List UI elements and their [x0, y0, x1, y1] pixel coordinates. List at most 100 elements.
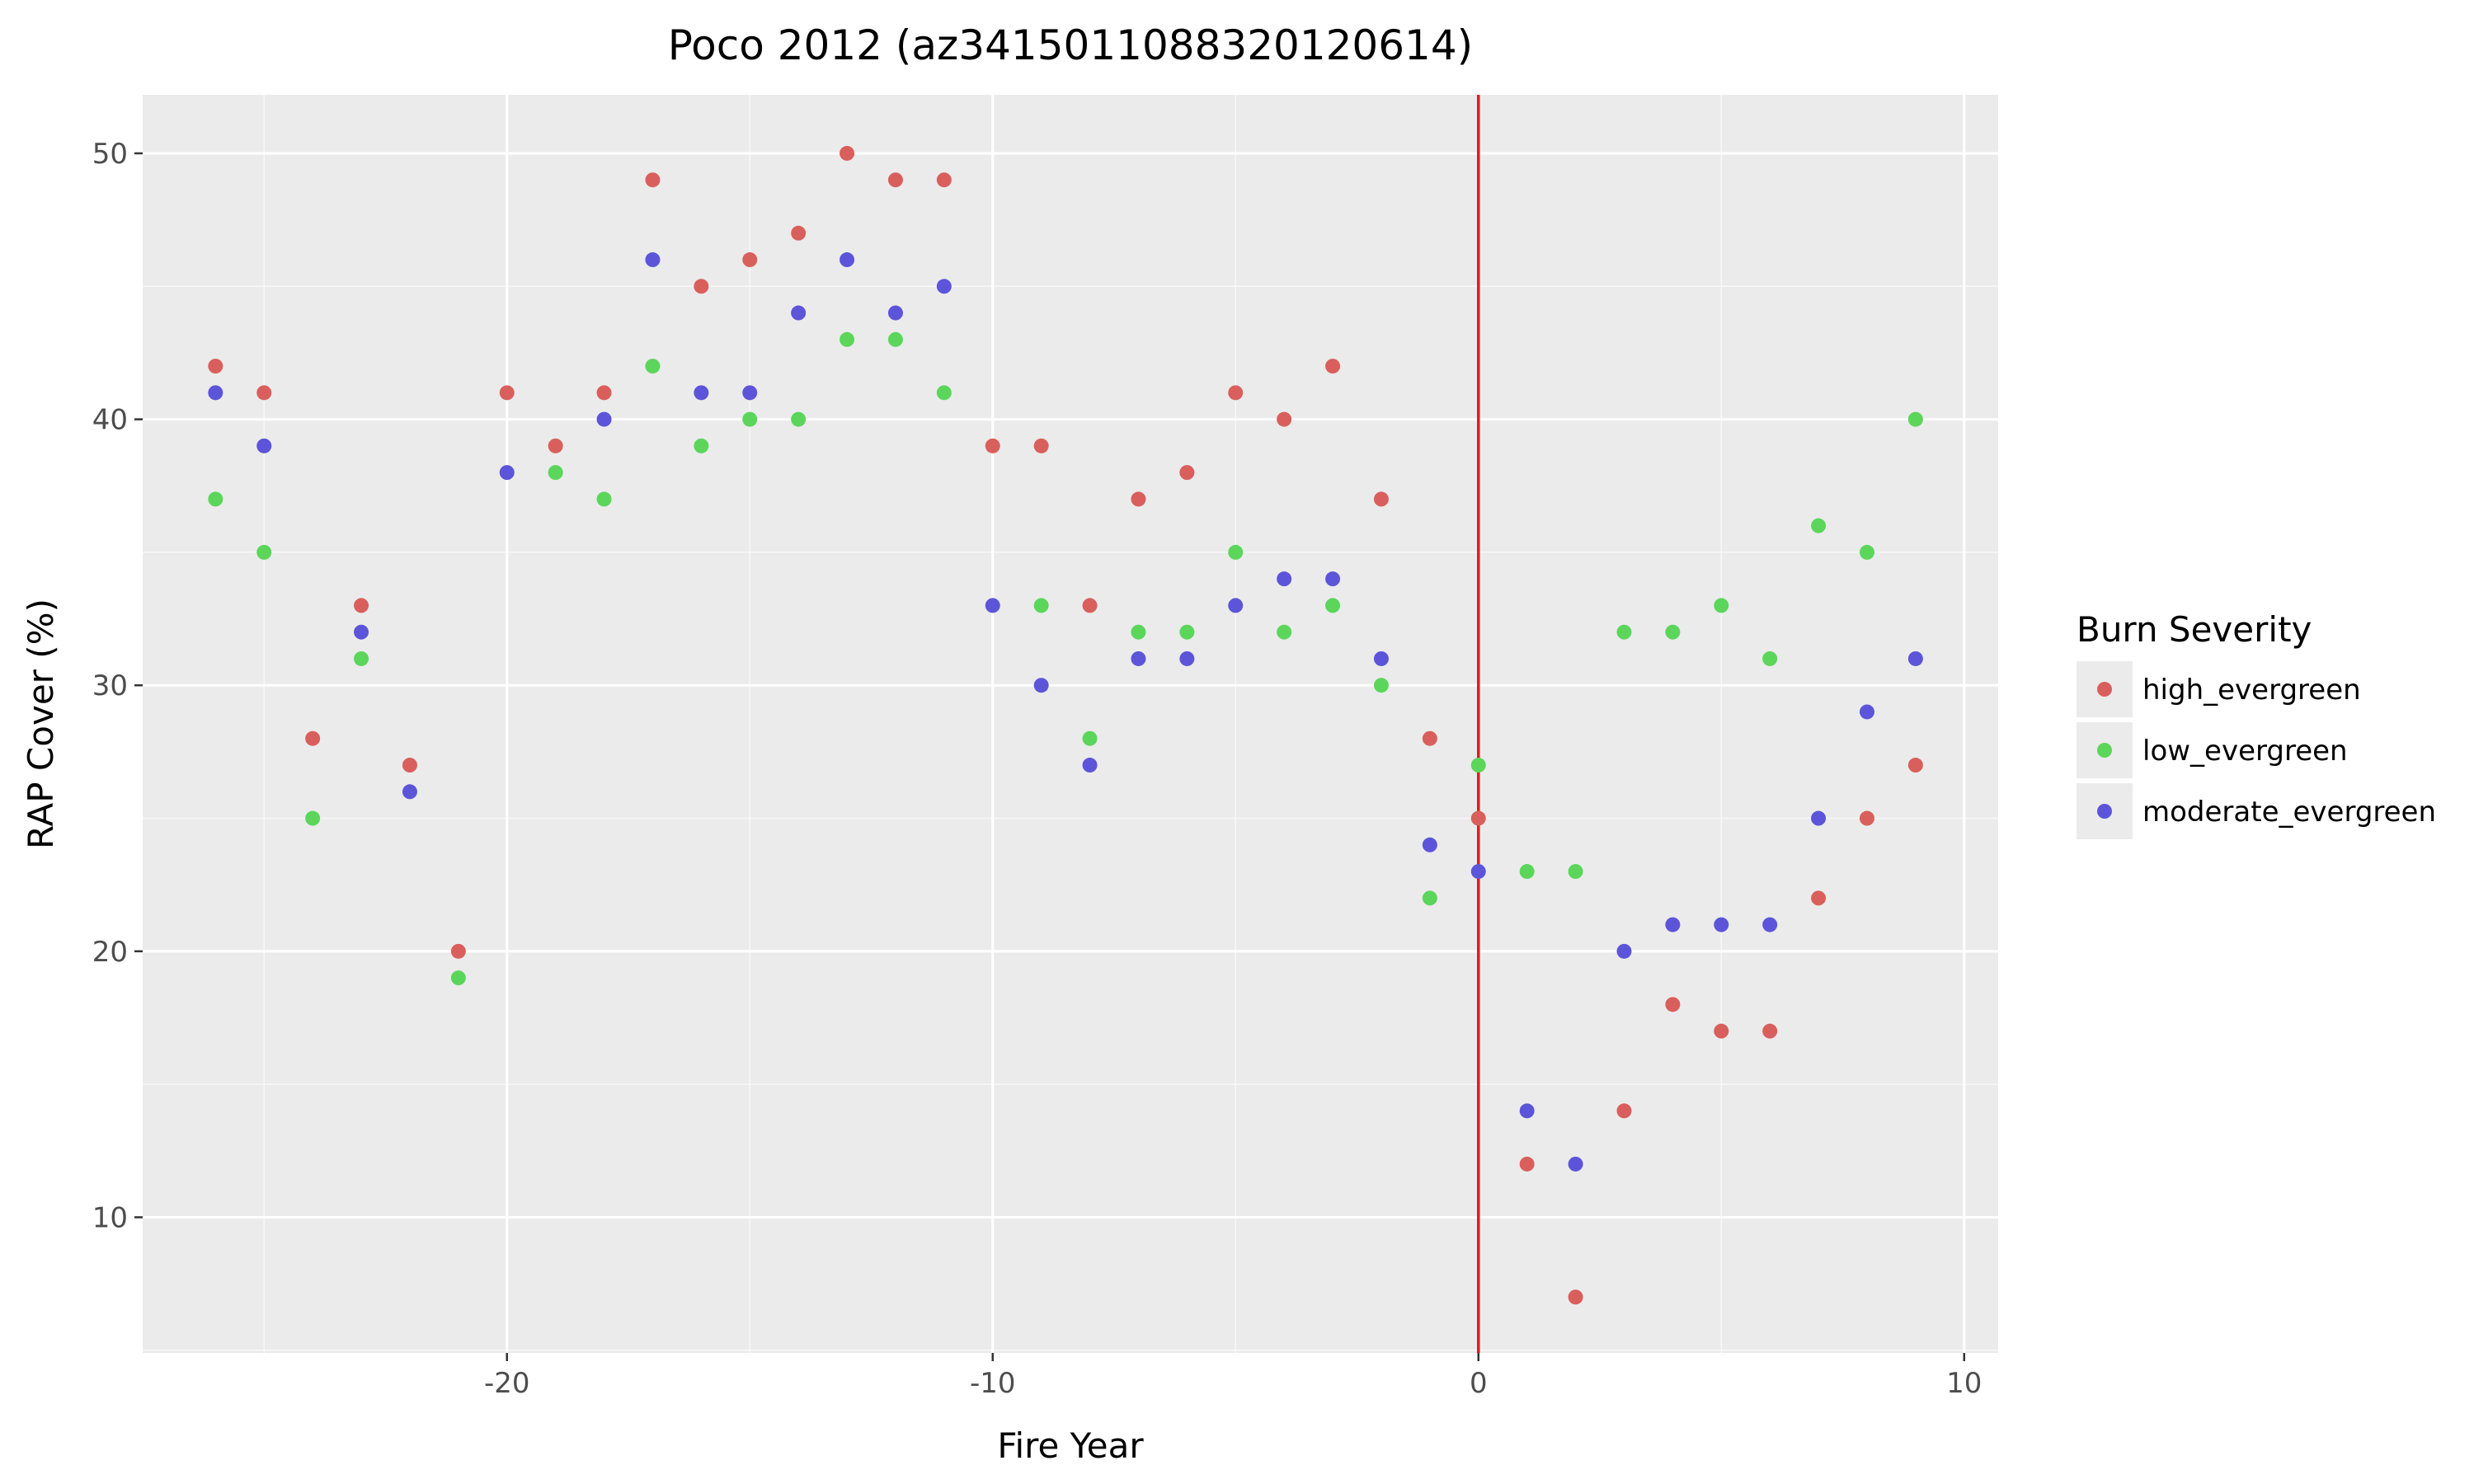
- data-point-low_evergreen: [1373, 678, 1389, 693]
- data-point-low_evergreen: [1033, 598, 1049, 613]
- legend-key-low_evergreen: [2097, 743, 2112, 758]
- y-axis-title: RAP Cover (%): [21, 599, 61, 849]
- data-point-high_evergreen: [840, 145, 855, 161]
- axis-ticks: -20 -10 0 10 10 20 30 40 50: [92, 138, 1982, 1400]
- data-point-high_evergreen: [1131, 491, 1146, 507]
- data-point-high_evergreen: [694, 279, 709, 294]
- data-point-moderate_evergreen: [596, 411, 612, 427]
- data-point-low_evergreen: [1131, 624, 1146, 640]
- data-point-high_evergreen: [645, 172, 661, 188]
- data-point-high_evergreen: [742, 252, 758, 268]
- data-point-high_evergreen: [1519, 1156, 1535, 1172]
- data-point-moderate_evergreen: [1277, 571, 1292, 587]
- data-point-moderate_evergreen: [694, 385, 709, 401]
- legend-title: Burn Severity: [2077, 609, 2312, 650]
- data-point-high_evergreen: [1762, 1023, 1778, 1039]
- data-point-high_evergreen: [1228, 385, 1244, 401]
- data-point-low_evergreen: [1811, 518, 1827, 533]
- data-point-high_evergreen: [1714, 1023, 1729, 1039]
- data-point-moderate_evergreen: [499, 465, 515, 481]
- data-point-low_evergreen: [1325, 598, 1341, 613]
- data-point-high_evergreen: [596, 385, 612, 401]
- data-point-low_evergreen: [548, 465, 563, 481]
- data-point-low_evergreen: [256, 544, 272, 560]
- data-point-moderate_evergreen: [1519, 1103, 1535, 1119]
- data-point-moderate_evergreen: [1568, 1156, 1583, 1172]
- x-axis-title: Fire Year: [997, 1425, 1144, 1466]
- data-point-low_evergreen: [1714, 598, 1729, 613]
- x-tick-label: 10: [1946, 1367, 1982, 1400]
- data-point-low_evergreen: [1422, 890, 1437, 906]
- data-point-high_evergreen: [936, 172, 952, 188]
- x-tick-label: -20: [484, 1367, 530, 1400]
- y-tick-label: 10: [92, 1201, 128, 1234]
- data-point-high_evergreen: [1033, 438, 1049, 453]
- data-point-moderate_evergreen: [936, 279, 952, 294]
- data-point-moderate_evergreen: [1907, 650, 1923, 666]
- data-point-moderate_evergreen: [1811, 810, 1827, 826]
- y-tick-label: 30: [92, 669, 128, 702]
- data-point-moderate_evergreen: [887, 305, 903, 321]
- data-point-low_evergreen: [791, 411, 807, 427]
- data-point-moderate_evergreen: [791, 305, 807, 321]
- y-tick-label: 50: [92, 138, 128, 171]
- chart-title: Poco 2012 (az3415011088320120614): [668, 21, 1473, 69]
- data-point-low_evergreen: [1616, 624, 1632, 640]
- data-point-low_evergreen: [1179, 624, 1195, 640]
- data-point-moderate_evergreen: [1470, 864, 1486, 880]
- data-points: [208, 145, 1923, 1305]
- data-point-low_evergreen: [742, 411, 758, 427]
- data-point-low_evergreen: [208, 491, 223, 507]
- data-point-high_evergreen: [1665, 997, 1681, 1012]
- data-point-high_evergreen: [499, 385, 515, 401]
- data-point-high_evergreen: [1373, 491, 1389, 507]
- data-point-low_evergreen: [354, 650, 369, 666]
- data-point-moderate_evergreen: [208, 385, 223, 401]
- data-point-moderate_evergreen: [1422, 837, 1437, 852]
- data-point-high_evergreen: [354, 598, 369, 613]
- data-point-high_evergreen: [208, 359, 223, 374]
- data-point-high_evergreen: [1616, 1103, 1632, 1119]
- data-point-moderate_evergreen: [1762, 917, 1778, 932]
- legend: Burn Severity high_evergreen low_evergree…: [2077, 609, 2436, 839]
- data-point-moderate_evergreen: [402, 784, 417, 800]
- data-point-low_evergreen: [694, 438, 709, 453]
- data-point-moderate_evergreen: [1616, 943, 1632, 959]
- data-point-moderate_evergreen: [256, 438, 272, 453]
- data-point-high_evergreen: [1422, 730, 1437, 746]
- data-point-high_evergreen: [1568, 1289, 1583, 1305]
- data-point-high_evergreen: [1470, 810, 1486, 826]
- data-point-moderate_evergreen: [1082, 758, 1098, 773]
- data-point-low_evergreen: [1665, 624, 1681, 640]
- data-point-high_evergreen: [1859, 810, 1874, 826]
- data-point-moderate_evergreen: [1228, 598, 1244, 613]
- legend-items: high_evergreen low_evergreen moderate_ever…: [2077, 661, 2436, 839]
- x-tick-label: -10: [970, 1367, 1016, 1400]
- data-point-high_evergreen: [985, 438, 1000, 453]
- data-point-high_evergreen: [256, 385, 272, 401]
- data-point-low_evergreen: [1907, 411, 1923, 427]
- data-point-low_evergreen: [1228, 544, 1244, 560]
- data-point-low_evergreen: [887, 331, 903, 347]
- plot-background: [143, 95, 1998, 1353]
- data-point-moderate_evergreen: [1033, 678, 1049, 693]
- data-point-moderate_evergreen: [1179, 650, 1195, 666]
- data-point-high_evergreen: [1325, 359, 1341, 374]
- legend-label-high_evergreen: high_evergreen: [2142, 674, 2361, 707]
- data-point-moderate_evergreen: [354, 624, 369, 640]
- data-point-high_evergreen: [305, 730, 321, 746]
- y-tick-label: 40: [92, 404, 128, 437]
- data-point-low_evergreen: [1519, 864, 1535, 880]
- data-point-high_evergreen: [402, 758, 417, 773]
- data-point-high_evergreen: [1907, 758, 1923, 773]
- data-point-high_evergreen: [1277, 411, 1292, 427]
- data-point-low_evergreen: [840, 331, 855, 347]
- y-tick-label: 20: [92, 936, 128, 969]
- data-point-low_evergreen: [1277, 624, 1292, 640]
- data-point-low_evergreen: [1762, 650, 1778, 666]
- data-point-moderate_evergreen: [1325, 571, 1341, 587]
- data-point-moderate_evergreen: [1714, 917, 1729, 932]
- x-tick-label: 0: [1470, 1367, 1488, 1400]
- legend-label-moderate_evergreen: moderate_evergreen: [2142, 796, 2436, 829]
- data-point-high_evergreen: [1811, 890, 1827, 906]
